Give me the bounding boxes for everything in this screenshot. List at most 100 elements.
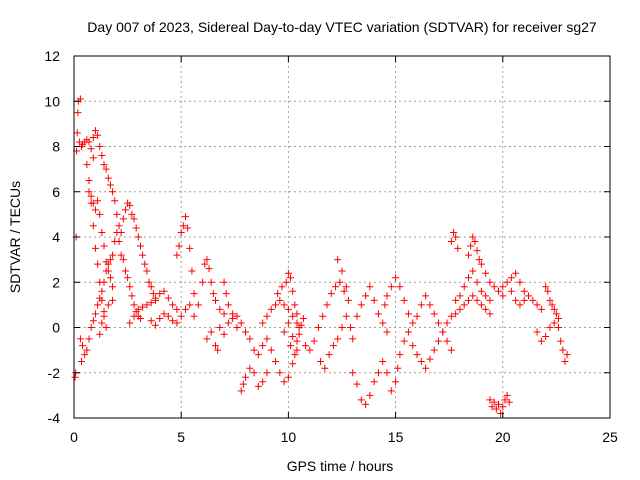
data-point bbox=[96, 143, 104, 150]
data-point bbox=[102, 165, 110, 173]
data-point bbox=[91, 310, 99, 318]
data-point bbox=[143, 267, 151, 275]
data-point bbox=[132, 224, 140, 232]
data-point bbox=[563, 351, 571, 359]
data-point bbox=[344, 296, 352, 304]
data-point bbox=[128, 292, 136, 300]
data-point bbox=[501, 396, 509, 404]
data-point bbox=[145, 278, 153, 286]
data-point bbox=[452, 310, 460, 318]
data-point bbox=[121, 206, 129, 214]
data-point bbox=[362, 400, 370, 408]
data-point bbox=[482, 305, 490, 313]
data-point bbox=[342, 312, 350, 320]
data-point bbox=[190, 290, 198, 298]
data-point bbox=[443, 319, 451, 327]
data-point bbox=[94, 131, 102, 139]
data-point bbox=[220, 310, 228, 318]
data-point bbox=[542, 333, 550, 341]
data-point bbox=[477, 287, 485, 295]
data-point bbox=[400, 337, 408, 345]
data-points bbox=[71, 95, 571, 417]
data-point bbox=[239, 380, 247, 388]
data-point bbox=[237, 319, 245, 327]
data-point bbox=[473, 278, 481, 286]
data-point bbox=[160, 310, 168, 318]
data-point bbox=[542, 283, 550, 291]
data-point bbox=[220, 278, 228, 286]
data-point bbox=[233, 324, 241, 331]
data-point bbox=[173, 305, 181, 313]
data-point bbox=[413, 351, 421, 359]
data-point bbox=[143, 301, 151, 309]
data-point bbox=[272, 357, 280, 365]
data-point bbox=[98, 296, 106, 304]
data-point bbox=[555, 314, 563, 322]
data-point bbox=[246, 364, 254, 372]
data-point bbox=[469, 292, 477, 300]
x-tick-label: 20 bbox=[495, 429, 511, 445]
data-point bbox=[505, 398, 513, 406]
data-point bbox=[173, 319, 181, 327]
data-point bbox=[370, 378, 378, 386]
data-point bbox=[417, 357, 425, 365]
data-point bbox=[394, 364, 402, 372]
data-point bbox=[417, 301, 425, 309]
data-point bbox=[263, 312, 271, 320]
data-point bbox=[147, 283, 155, 291]
data-point bbox=[81, 351, 89, 359]
data-point bbox=[136, 314, 144, 322]
data-point bbox=[126, 319, 134, 327]
data-point bbox=[477, 260, 485, 268]
data-point bbox=[96, 210, 104, 218]
data-point bbox=[254, 351, 262, 359]
data-point bbox=[340, 287, 348, 295]
data-point bbox=[156, 290, 164, 298]
data-point bbox=[220, 330, 228, 338]
data-point bbox=[94, 301, 102, 309]
data-point bbox=[559, 346, 567, 354]
x-tick-label: 25 bbox=[602, 429, 618, 445]
data-point bbox=[392, 274, 400, 282]
data-point bbox=[473, 296, 481, 304]
data-point bbox=[464, 296, 472, 304]
data-point bbox=[147, 317, 155, 325]
data-point bbox=[537, 337, 545, 345]
data-point bbox=[512, 296, 520, 304]
data-point bbox=[98, 228, 106, 236]
data-point bbox=[87, 145, 95, 153]
data-point bbox=[379, 357, 387, 365]
data-point bbox=[452, 233, 460, 241]
data-point bbox=[495, 287, 503, 295]
data-point bbox=[332, 283, 340, 291]
data-point bbox=[357, 396, 365, 404]
data-point bbox=[205, 265, 213, 273]
data-point bbox=[452, 296, 460, 304]
data-point bbox=[557, 337, 565, 345]
data-point bbox=[317, 357, 325, 365]
data-point bbox=[434, 319, 442, 327]
data-point bbox=[186, 244, 194, 252]
data-point bbox=[224, 319, 232, 327]
x-axis-ticks: 0 5 10 15 20 25 bbox=[70, 56, 618, 445]
data-point bbox=[91, 127, 99, 135]
data-point bbox=[151, 321, 159, 329]
y-tick-label: 2 bbox=[52, 274, 60, 290]
x-tick-label: 15 bbox=[388, 429, 404, 445]
data-point bbox=[471, 238, 479, 246]
data-point bbox=[83, 161, 91, 169]
data-point bbox=[259, 319, 267, 327]
data-point bbox=[98, 287, 106, 295]
data-point bbox=[246, 335, 254, 343]
data-point bbox=[409, 342, 417, 350]
data-point bbox=[181, 213, 189, 221]
data-point bbox=[115, 222, 123, 230]
data-point bbox=[439, 328, 447, 336]
data-point bbox=[297, 321, 305, 329]
data-point bbox=[121, 267, 129, 275]
data-point bbox=[520, 287, 528, 295]
data-point bbox=[263, 369, 271, 377]
data-point bbox=[282, 278, 290, 286]
data-point bbox=[289, 360, 297, 368]
data-point bbox=[561, 357, 569, 365]
